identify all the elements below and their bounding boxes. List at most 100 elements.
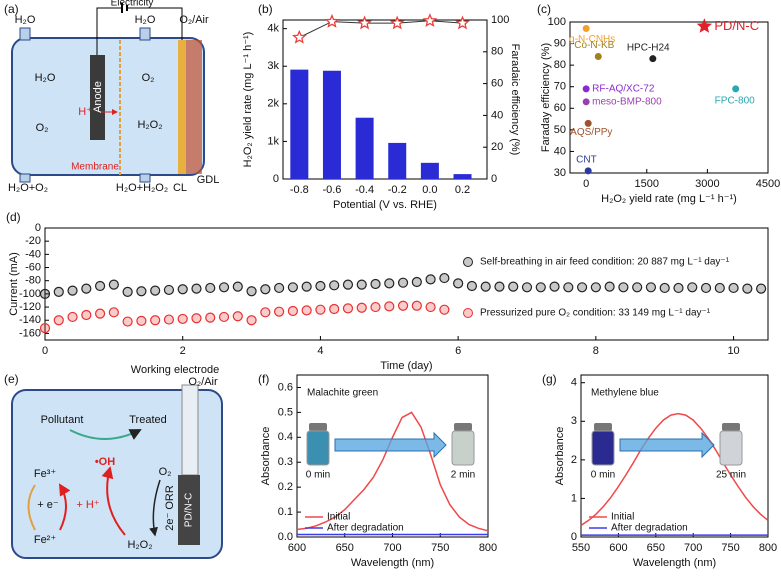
label: H₂O₂ <box>127 539 152 551</box>
label: Pollutant <box>41 414 84 426</box>
vial <box>451 430 475 466</box>
point-label: AQS/PPy <box>570 127 612 138</box>
point <box>632 282 643 293</box>
point <box>584 119 592 127</box>
y-tick-label: 1k <box>267 135 279 147</box>
bar <box>322 70 341 179</box>
label: H₂O₂ <box>137 119 162 131</box>
label: O₂ <box>159 466 172 478</box>
point-label: RF-AQ/XC-72 <box>592 84 655 95</box>
point <box>191 283 202 294</box>
label: H₂O <box>15 14 36 26</box>
label: Anode <box>92 81 104 113</box>
y-tick-label: -20 <box>25 235 41 247</box>
y-axis-title: Absorbance <box>554 427 566 486</box>
label: O₂/Air <box>188 376 218 388</box>
process-arrow <box>619 431 715 459</box>
point <box>232 311 243 322</box>
point <box>645 282 657 293</box>
point-label: CNT <box>576 154 597 165</box>
point <box>397 277 409 288</box>
point <box>218 282 230 293</box>
arrow <box>27 484 36 531</box>
y-tick-label: 1 <box>571 492 577 504</box>
label: CL <box>173 182 187 194</box>
point <box>411 276 422 288</box>
x-tick-label: 2 <box>180 345 186 357</box>
panel-label: (g) <box>542 372 557 386</box>
star-marker <box>291 29 307 44</box>
point <box>81 309 92 321</box>
panel-label: (a) <box>4 2 19 16</box>
y-tick-label: 0.4 <box>278 431 293 443</box>
y-tick-label: -40 <box>25 248 41 260</box>
x-tick-label: 650 <box>647 542 665 554</box>
x-tick-label: 750 <box>431 542 449 554</box>
efficiency-line <box>299 20 463 38</box>
panel-label: (f) <box>258 372 269 386</box>
pipe <box>139 173 151 183</box>
pipe <box>19 27 31 41</box>
point <box>590 282 601 293</box>
electrode-holder <box>181 384 199 476</box>
point <box>466 280 478 292</box>
x-tick-label: 0 <box>583 178 589 190</box>
point <box>618 282 629 293</box>
point <box>39 288 51 299</box>
star-marker <box>324 13 340 28</box>
point <box>582 85 590 93</box>
x-tick-label: 550 <box>572 542 590 554</box>
star-marker <box>422 13 438 27</box>
cell <box>11 37 205 176</box>
x-tick-label: 800 <box>759 542 777 554</box>
point <box>67 285 78 296</box>
point <box>163 284 175 296</box>
point <box>356 279 367 290</box>
point <box>549 281 560 292</box>
point <box>218 311 230 323</box>
point <box>384 301 395 312</box>
plot-frame <box>44 227 769 341</box>
point <box>494 281 505 292</box>
point-label: FPC-800 <box>715 96 755 107</box>
x-tick-label: 600 <box>609 542 627 554</box>
point <box>260 307 271 318</box>
point <box>582 98 590 106</box>
point <box>246 286 257 297</box>
y-tick-label: 0.0 <box>278 531 293 543</box>
point <box>122 286 133 298</box>
panel-a: (a) Electricity H₂O H₂O O₂/Air Anode H₂O… <box>4 0 219 194</box>
x-tick-label: 700 <box>383 542 401 554</box>
point <box>439 304 450 315</box>
vial <box>591 430 615 466</box>
annotation: Methylene blue <box>591 388 659 399</box>
y-tick-label: 0 <box>273 173 279 185</box>
plot-frame <box>282 19 488 180</box>
bar <box>355 117 374 179</box>
y2-tick-label: 100 <box>491 14 509 26</box>
y-tick-label: 0 <box>35 222 41 234</box>
label: O₂/Air <box>179 14 209 26</box>
y2-tick-label: 80 <box>491 46 503 58</box>
anode <box>90 55 105 140</box>
point <box>411 300 422 311</box>
point <box>659 282 670 294</box>
x-tick-label: 0 <box>42 345 48 357</box>
label: O₂ <box>36 122 49 134</box>
x-tick-label: -0.4 <box>355 184 374 196</box>
x-tick-label: 750 <box>721 542 739 554</box>
x-tick-label: 600 <box>288 542 306 554</box>
pipe <box>19 173 31 183</box>
point <box>232 281 243 292</box>
y-axis-title: Absorbance <box>260 427 272 486</box>
arrow <box>101 466 126 536</box>
legend-label: Self-breathing in air feed condition: 20… <box>480 257 730 268</box>
point <box>274 282 285 294</box>
legend-label: Initial <box>611 512 634 523</box>
label: Fe³⁺ <box>34 468 57 480</box>
panel-label: (e) <box>4 372 19 386</box>
label: + H⁺ <box>76 499 99 511</box>
point <box>260 284 271 295</box>
point <box>53 286 64 298</box>
